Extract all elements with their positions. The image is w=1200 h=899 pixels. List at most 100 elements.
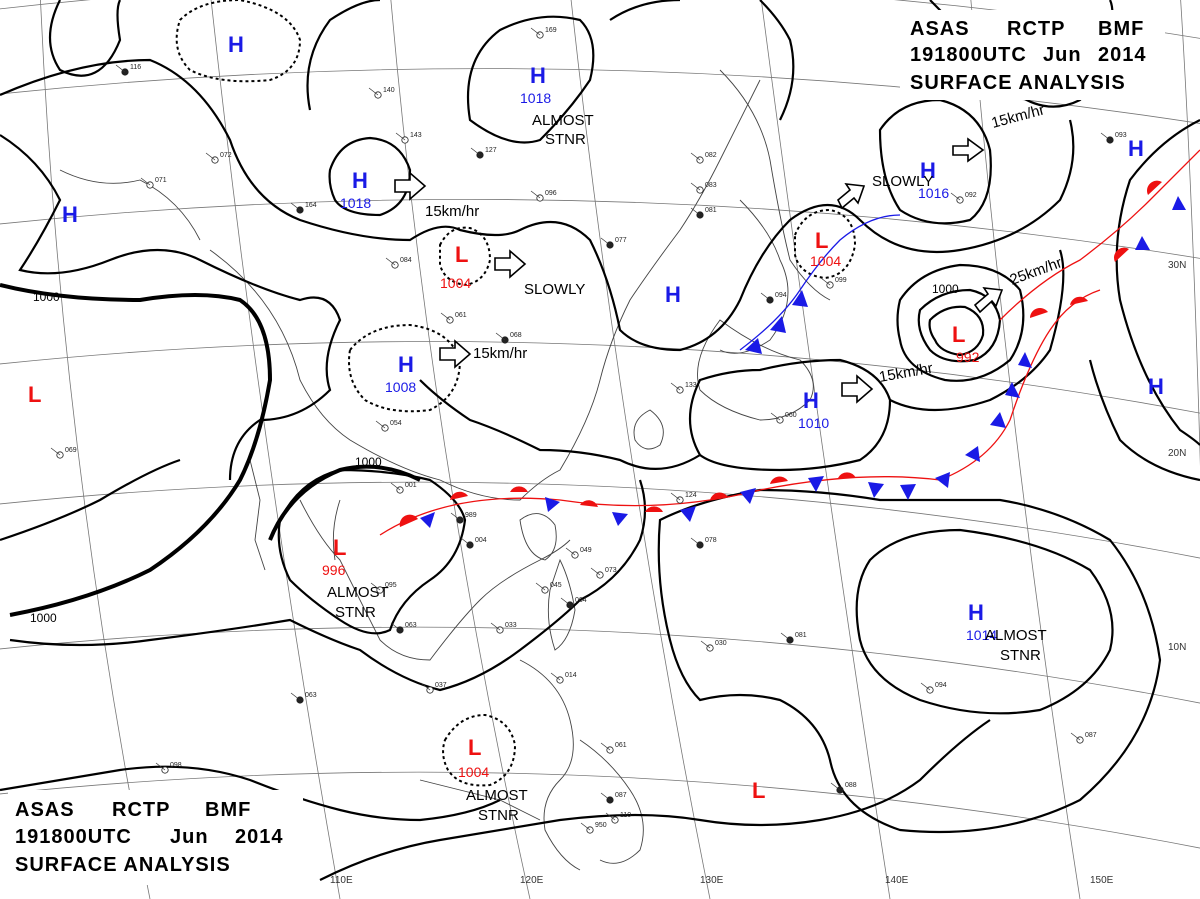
title-product: SURFACE ANALYSIS xyxy=(15,854,231,876)
station-pressure: 084 xyxy=(400,257,412,264)
station-pressure: 169 xyxy=(545,27,557,34)
station-plot: 094 xyxy=(920,682,947,694)
high-center: H xyxy=(920,158,936,183)
station-plot: 093 xyxy=(1100,132,1127,144)
station-plot: 072 xyxy=(205,152,232,164)
station-plot: 083 xyxy=(690,182,717,194)
station-plot: 098 xyxy=(155,762,182,774)
station-pressure: 045 xyxy=(550,582,562,589)
station-plot: 063 xyxy=(290,692,317,704)
high-center: H xyxy=(228,32,244,57)
title-station: RCTP xyxy=(112,799,170,821)
lon-label-150e: 150E xyxy=(1090,875,1114,886)
station-pressure: 063 xyxy=(305,692,317,699)
longitude-labels: 110E 120E 130E 140E 150E xyxy=(330,875,1114,886)
station-plot: 110 xyxy=(605,812,631,824)
low-value: 992 xyxy=(956,349,980,365)
station-pressure: 093 xyxy=(1115,132,1127,139)
station-plot: 164 xyxy=(290,202,317,214)
station-pressure: 095 xyxy=(385,582,397,589)
title-code: BMF xyxy=(205,799,251,821)
title-block-top: ASAS RCTP BMF 191800UTC Jun 2014 SURFACE… xyxy=(900,10,1165,100)
station-plot: 096 xyxy=(530,190,557,202)
station-plot: 081 xyxy=(780,632,807,644)
low-center: L xyxy=(952,322,965,347)
station-plot: 064 xyxy=(560,597,587,609)
station-pressure: 989 xyxy=(465,512,477,519)
almost-stnr-line1: ALMOST xyxy=(466,787,528,804)
station-pressure: 061 xyxy=(615,742,627,749)
title-agency: ASAS xyxy=(910,18,970,40)
station-pressure: 950 xyxy=(595,822,607,829)
station-pressure: 068 xyxy=(510,332,522,339)
low-center: L xyxy=(333,535,346,560)
station-pressure: 096 xyxy=(545,190,557,197)
station-plot: 060 xyxy=(770,412,797,424)
title-month: Jun xyxy=(1043,44,1082,66)
station-pressure: 164 xyxy=(305,202,317,209)
title-year: 2014 xyxy=(1098,44,1147,66)
station-plot: 071 xyxy=(140,177,167,189)
station-pressure: 001 xyxy=(405,482,417,489)
station-plot: 140 xyxy=(368,87,395,99)
station-pressure: 063 xyxy=(405,622,417,629)
isobar-label: 1000 xyxy=(33,290,60,304)
station-plot: 081 xyxy=(690,207,717,219)
station-pressure: 014 xyxy=(565,672,577,679)
station-plot: 143 xyxy=(395,132,422,144)
station-plot: 082 xyxy=(690,152,717,164)
station-plot: 095 xyxy=(370,582,397,594)
station-pressure: 061 xyxy=(455,312,467,319)
station-pressure: 098 xyxy=(170,762,182,769)
station-pressure: 033 xyxy=(505,622,517,629)
almost-stnr-line2: STNR xyxy=(545,131,586,148)
high-value: 1016 xyxy=(918,185,949,201)
station-plot: 950 xyxy=(580,822,607,834)
title-code: BMF xyxy=(1098,18,1144,40)
station-pressure: 071 xyxy=(155,177,167,184)
station-pressure: 116 xyxy=(130,64,141,71)
station-pressure: 082 xyxy=(705,152,717,159)
low-value: 1004 xyxy=(458,764,489,780)
high-center: H xyxy=(62,202,78,227)
title-time: 191800UTC xyxy=(910,44,1027,66)
station-plot: 087 xyxy=(600,792,627,804)
station-plot: 061 xyxy=(600,742,627,754)
low-value: 996 xyxy=(322,562,346,578)
high-center: H xyxy=(1128,136,1144,161)
station-pressure: 087 xyxy=(615,792,627,799)
station-plot: 084 xyxy=(385,257,412,269)
high-center: H xyxy=(530,63,546,88)
station-plot: 069 xyxy=(50,447,77,459)
station-plot: 001 xyxy=(390,482,417,494)
station-plot: 989 xyxy=(450,512,477,524)
station-pressure: 094 xyxy=(775,292,787,299)
almost-stnr-line1: ALMOST xyxy=(985,627,1047,644)
station-pressure: 049 xyxy=(580,547,592,554)
high-value: 1008 xyxy=(385,379,416,395)
station-pressure: 088 xyxy=(845,782,857,789)
motion-arrows xyxy=(394,137,1004,404)
station-pressure: 124 xyxy=(685,492,697,499)
station-pressure: 092 xyxy=(965,192,977,199)
lat-label-10n: 10N xyxy=(1168,642,1186,653)
almost-stnr-line1: ALMOST xyxy=(532,112,594,129)
station-pressure: 133 xyxy=(685,382,697,389)
low-center: L xyxy=(455,242,468,267)
station-pressure: 140 xyxy=(383,87,395,94)
motion-speed: 15km/hr xyxy=(425,203,479,220)
station-pressure: 081 xyxy=(795,632,807,639)
high-value: 1018 xyxy=(520,90,551,106)
station-plot: 037 xyxy=(420,682,447,694)
station-pressure: 143 xyxy=(410,132,422,139)
high-center: H xyxy=(352,168,368,193)
high-center: H xyxy=(398,352,414,377)
high-value: 1010 xyxy=(798,415,829,431)
station-pressure: 099 xyxy=(835,277,847,284)
station-pressure: 127 xyxy=(485,147,497,154)
station-plot: 078 xyxy=(690,537,717,549)
title-product: SURFACE ANALYSIS xyxy=(910,72,1126,94)
station-plot: 077 xyxy=(600,237,627,249)
high-center: H xyxy=(803,388,819,413)
